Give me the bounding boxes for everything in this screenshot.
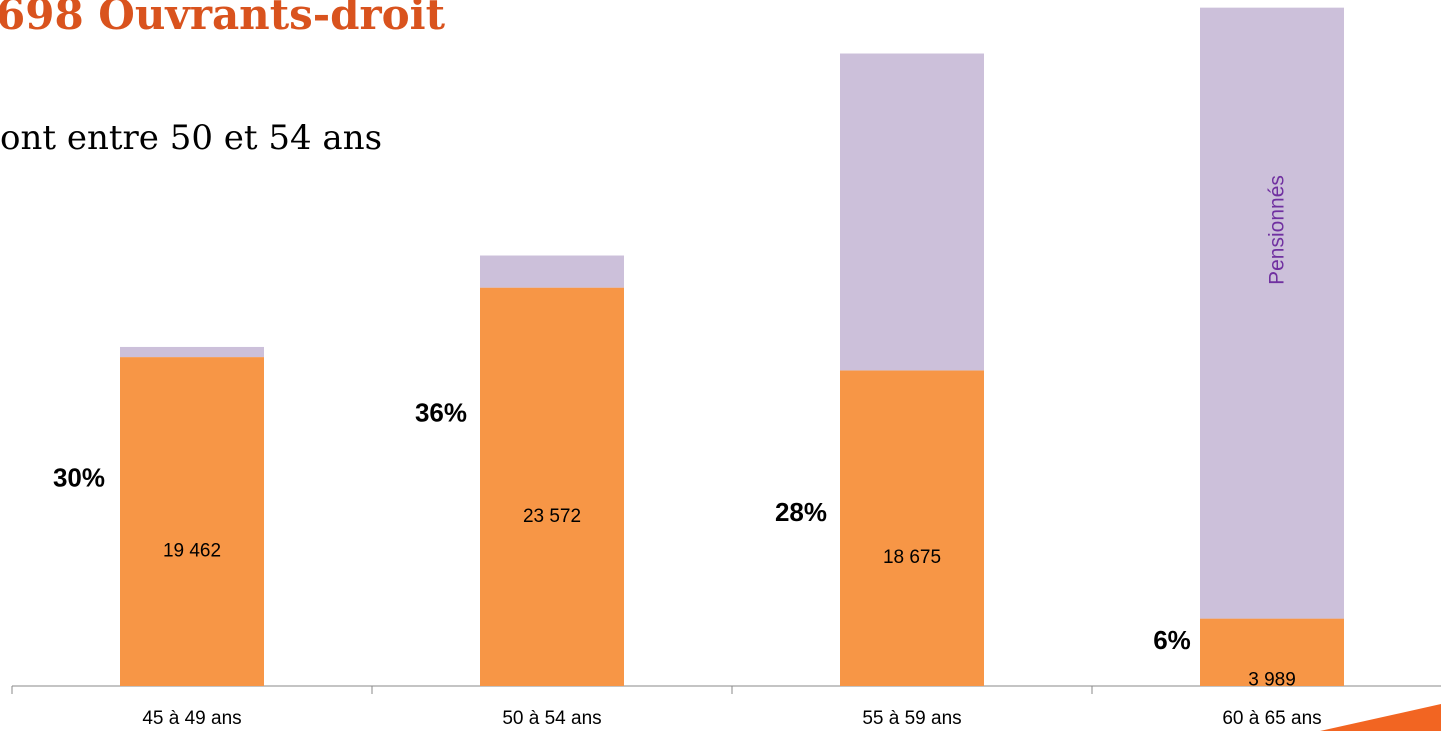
share-label: 30%: [53, 462, 105, 492]
x-tick-label: 60 à 65 ans: [1222, 708, 1321, 729]
x-tick-label: 55 à 59 ans: [862, 708, 961, 729]
value-label: 18 675: [883, 547, 941, 568]
share-label: 6%: [1153, 625, 1191, 655]
chart-title: 698 Ouvrants-droit: [0, 0, 446, 39]
chart-subtitle: ont entre 50 et 54 ans: [0, 118, 382, 158]
bar-segment: [480, 287, 624, 686]
decoration: [1320, 704, 1441, 731]
bar-segment: [120, 346, 264, 358]
bar-segment: [840, 370, 984, 686]
bar-segment: [1200, 618, 1344, 686]
bar-segment: [1200, 7, 1344, 619]
share-label: 36%: [415, 398, 467, 428]
series-label: Pensionnés: [1266, 175, 1289, 285]
bar-segment: [480, 255, 624, 288]
share-label: 28%: [775, 497, 827, 527]
axis-ticks: [11, 686, 1093, 694]
x-tick-label: 45 à 49 ans: [142, 708, 241, 729]
value-label: 19 462: [163, 541, 221, 562]
x-tick-label: 50 à 54 ans: [502, 708, 601, 729]
value-label: 3 989: [1248, 669, 1296, 690]
value-label: 23 572: [523, 506, 581, 527]
bar-segment: [840, 53, 984, 371]
bar-segment: [120, 357, 264, 686]
